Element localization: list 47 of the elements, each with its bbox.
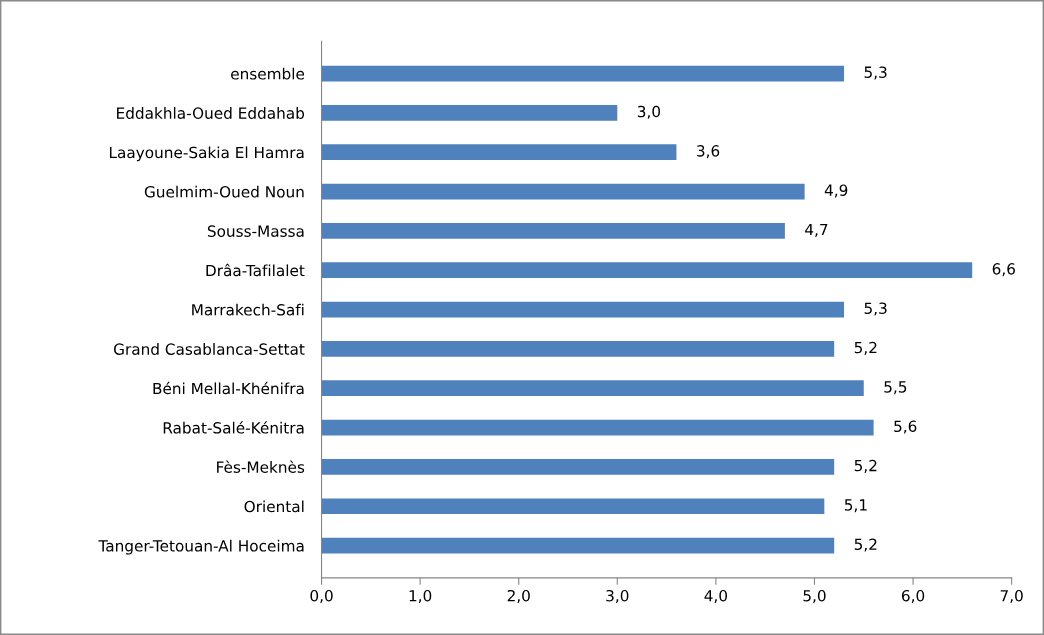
bar [321, 341, 835, 357]
data-label: 5,3 [864, 66, 887, 80]
data-label: 5,1 [844, 499, 867, 513]
bar [321, 183, 805, 200]
data-label: 3,6 [697, 145, 720, 159]
data-label: 5,2 [854, 538, 877, 552]
data-label: 5,5 [884, 381, 907, 395]
bar [321, 65, 845, 82]
bar [321, 459, 835, 475]
y-tick-label: Grand Casablanca-Settat [113, 343, 305, 355]
data-label: 4,7 [805, 223, 828, 237]
bar [321, 301, 845, 318]
data-label: 5,2 [854, 459, 877, 473]
data-label: 5,6 [894, 420, 917, 434]
bar [321, 537, 835, 554]
y-tick-label: Marrakech-Safi [192, 303, 304, 316]
x-tick-label: 5,0 [803, 589, 826, 604]
x-tick-label: 0,0 [310, 589, 333, 604]
bar [321, 223, 785, 239]
y-tick-label: Oriental [244, 500, 304, 513]
bar [321, 419, 874, 436]
y-tick-label: Tanger-Tetouan-Al Hoceima [98, 539, 304, 555]
data-label: 4,9 [824, 184, 848, 198]
y-tick-label: Eddakhla-Oued Eddahab [117, 107, 305, 119]
y-tick-label: Guelmim-Oued Noun [144, 185, 304, 198]
x-tick-label: 7,0 [1000, 589, 1023, 604]
y-tick-label: ensemble [231, 67, 305, 80]
y-tick-label: Fès-Meknès [217, 460, 305, 473]
data-label: 5,2 [854, 341, 877, 355]
y-tick-label: Laayoune-Sakia El Hamra [109, 146, 304, 162]
data-label: 5,3 [864, 302, 887, 316]
x-tick-label: 6,0 [901, 589, 925, 604]
x-tick-label: 2,0 [507, 589, 530, 604]
bar [321, 144, 677, 161]
bar [321, 105, 618, 121]
y-tick-label: Béni Mellal-Khénifra [153, 381, 304, 395]
y-tick-label: Drâa-Tafilalet [206, 263, 305, 277]
data-label: 3,0 [637, 105, 661, 119]
bar [321, 262, 973, 279]
x-tick-label: 3,0 [606, 589, 629, 604]
bar [321, 498, 825, 515]
x-tick-label: 4,0 [704, 589, 728, 604]
y-tick-label: Souss-Massa [207, 225, 304, 237]
data-label: 6,6 [992, 263, 1015, 277]
y-tick-label: Rabat-Salé-Kénitra [163, 421, 304, 434]
x-tick-label: 1,0 [409, 589, 432, 604]
bar [321, 380, 864, 397]
